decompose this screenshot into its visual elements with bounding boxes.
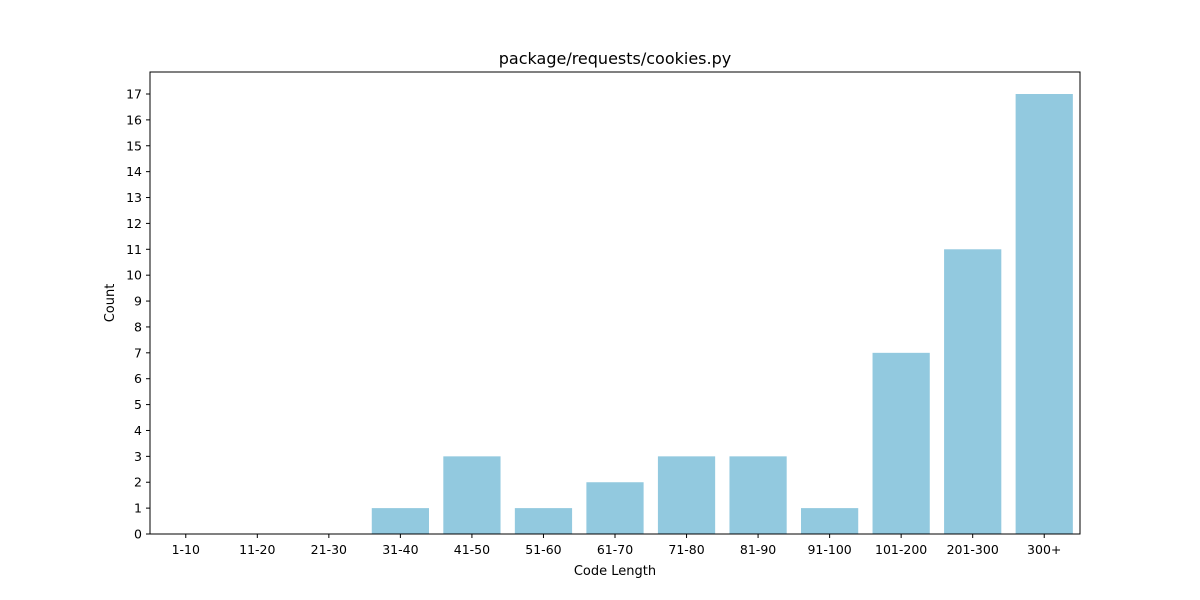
y-tick-label: 14 — [126, 164, 142, 179]
chart-title: package/requests/cookies.py — [499, 49, 731, 68]
bar-101-200 — [872, 352, 930, 534]
x-axis: 1-10 11-20 21-30 31-40 41-50 51-60 61-70 71-80 8… — [172, 534, 1061, 557]
x-tick-label: 61-70 — [597, 542, 633, 557]
bar-31-40 — [371, 508, 429, 534]
y-tick-label: 3 — [134, 449, 142, 464]
y-tick-label: 5 — [134, 397, 142, 412]
x-tick-label: 81-90 — [740, 542, 776, 557]
bar-51-60 — [514, 508, 573, 534]
y-tick-label: 15 — [126, 138, 142, 153]
x-tick-label: 21-30 — [311, 542, 347, 557]
bar-81-90 — [729, 456, 787, 534]
y-tick-label: 11 — [126, 242, 142, 257]
bars-group — [371, 94, 1073, 535]
x-tick-label: 101-200 — [875, 542, 927, 557]
x-tick-label: 11-20 — [239, 542, 275, 557]
y-tick-label: 1 — [134, 501, 142, 516]
x-tick-label: 300+ — [1027, 542, 1061, 557]
x-tick-label: 91-100 — [807, 542, 851, 557]
y-tick-label: 7 — [134, 345, 142, 360]
x-tick-label: 201-300 — [947, 542, 999, 557]
x-tick-label: 31-40 — [382, 542, 418, 557]
bar-71-80 — [657, 456, 716, 534]
y-axis-label: Count — [103, 284, 118, 323]
y-tick-label: 17 — [126, 87, 142, 102]
y-tick-label: 9 — [134, 294, 142, 309]
bar-91-100 — [801, 508, 859, 534]
x-tick-label: 1-10 — [172, 542, 200, 557]
bar-300+ — [1015, 94, 1073, 534]
y-tick-label: 12 — [126, 216, 142, 231]
bar-41-50 — [443, 456, 501, 534]
plot-frame — [149, 71, 1081, 535]
bar-61-70 — [586, 482, 644, 534]
bar-201-300 — [944, 249, 1002, 535]
y-tick-label: 4 — [134, 423, 142, 438]
y-tick-label: 10 — [126, 268, 142, 283]
x-tick-label: 41-50 — [454, 542, 490, 557]
x-tick-label: 51-60 — [525, 542, 561, 557]
x-axis-label: Code Length — [574, 564, 656, 579]
y-tick-label: 13 — [126, 190, 142, 205]
y-tick-label: 6 — [134, 371, 142, 386]
y-tick-label: 2 — [134, 475, 142, 490]
y-tick-label: 16 — [126, 112, 142, 127]
y-tick-label: 0 — [134, 527, 142, 542]
y-tick-label: 8 — [134, 319, 142, 334]
x-tick-label: 71-80 — [668, 542, 704, 557]
